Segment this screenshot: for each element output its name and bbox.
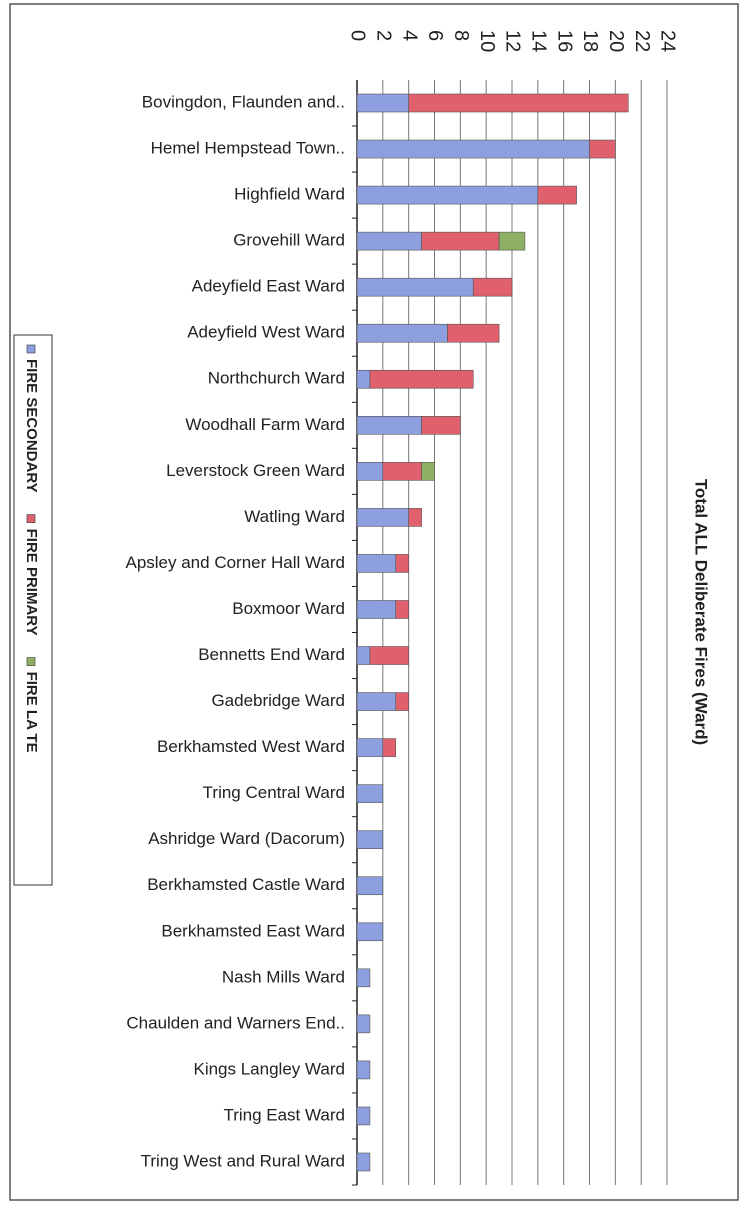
bar [356,416,422,435]
chart-title: Total ALL Deliberate Fires (Ward) [692,479,711,745]
bar [356,1060,371,1080]
bar [356,554,397,573]
x-tick-label: 2 [373,30,395,41]
bar [421,462,435,481]
bar [356,876,384,896]
bar [356,922,384,942]
x-tick-label: 20 [605,30,627,52]
y-tick-label: Bennetts End Ward [198,645,345,664]
bar [356,1014,371,1034]
y-tick-label: Nash Mills Ward [222,967,345,986]
bar [356,323,448,343]
bar [356,830,384,849]
bar [369,646,409,665]
bar [382,738,397,757]
bar [356,508,409,527]
x-tick-label: 14 [528,30,550,52]
bar [447,323,500,343]
y-tick-label: Highfield Ward [234,185,345,204]
bar [498,231,526,251]
x-tick-label: 22 [631,30,653,52]
legend-swatch [26,344,36,354]
y-tick-label: Adeyfield West Ward [187,323,345,342]
legend-swatch [26,657,36,666]
y-tick-label: Berkhamsted West Ward [157,737,345,756]
bar [356,139,590,159]
y-tick-label: Leverstock Green Ward [166,461,345,480]
bar [356,93,409,113]
x-tick-label: 4 [398,30,420,41]
legend-swatch [26,514,36,523]
bar [356,1106,371,1126]
bar [356,369,371,389]
bar [395,554,409,573]
x-tick-label: 24 [657,30,679,52]
x-tick-label: 0 [347,30,369,41]
bar [356,646,371,665]
y-tick-label: Adeyfield East Ward [192,277,345,296]
bar [356,968,371,988]
y-tick-label: Boxmoor Ward [232,599,345,618]
frame [9,3,739,1201]
bar [395,600,409,619]
bar [356,1152,371,1172]
bar [537,185,577,205]
bar [395,692,409,711]
y-tick-label: Bovingdon, Flaunden and.. [142,92,345,111]
x-tick-label: 16 [553,30,575,52]
legend [13,334,53,886]
bar [356,600,397,619]
y-tick-label: Watling Ward [244,507,345,526]
bar [472,277,513,297]
bar [356,784,384,803]
y-tick-label: Tring Central Ward [203,783,345,802]
y-tick-label: Berkhamsted East Ward [161,921,345,940]
x-tick-label: 12 [502,30,524,52]
bar [408,93,629,113]
y-tick-label: Kings Langley Ward [193,1059,345,1078]
legend-label: FIRE SECONDARY [23,359,40,493]
y-tick-label: Ashridge Ward (Dacorum) [148,829,345,848]
bar [356,692,397,711]
x-tick-label: 10 [476,30,498,52]
y-tick-label: Hemel Hempstead Town.. [151,139,345,158]
x-tick-label: 6 [424,30,446,41]
bar [356,185,539,205]
y-tick-label: Gadebridge Ward [211,691,345,710]
y-tick-label: Apsley and Corner Hall Ward [125,553,345,572]
bar [589,139,616,159]
legend-label: FIRE LA TE [23,672,40,753]
bar [421,231,500,251]
bar [356,462,384,481]
y-tick-label: Grovehill Ward [233,231,345,250]
y-tick-label: Chaulden and Warners End.. [126,1013,345,1032]
bar [382,462,422,481]
x-tick-label: 18 [579,30,601,52]
legend-label: FIRE PRIMARY [23,529,40,636]
bar [369,369,474,389]
y-tick-label: Tring West and Rural Ward [141,1151,345,1170]
bar [421,416,461,435]
x-tick-label: 8 [450,30,472,41]
bar [408,508,422,527]
bar [356,738,384,757]
bar [356,277,474,297]
y-tick-label: Berkhamsted Castle Ward [147,875,345,894]
y-tick-label: Woodhall Farm Ward [185,415,345,434]
y-tick-label: Northchurch Ward [208,369,345,388]
bar [356,231,422,251]
y-tick-label: Tring East Ward [223,1105,345,1124]
